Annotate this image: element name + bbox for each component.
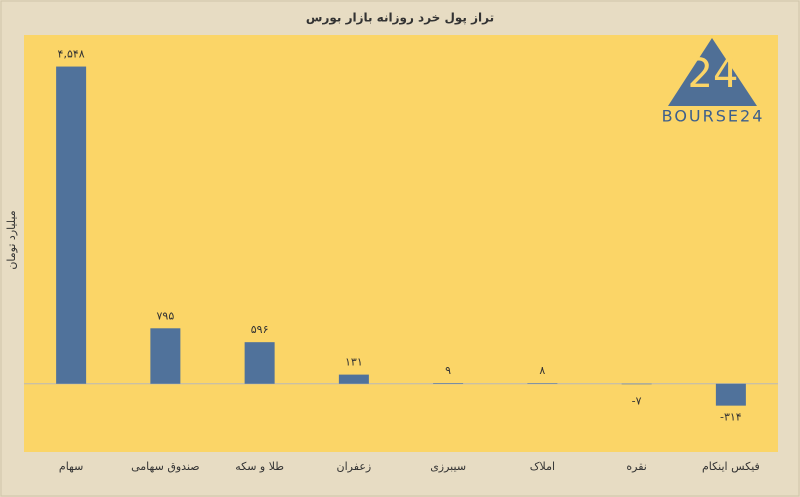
- bar: [56, 66, 87, 384]
- plot-area: [24, 35, 778, 452]
- bar: [715, 383, 746, 406]
- x-tick-label: فیکس اینکام: [702, 460, 760, 473]
- logo-text: BOURSE24: [662, 107, 765, 126]
- x-tick-label: صندوق سهامی: [131, 460, 199, 473]
- value-label: -۳۱۴: [720, 411, 742, 424]
- bar: [150, 328, 181, 384]
- x-tick-label: زعفران: [337, 460, 372, 473]
- logo-number: 24: [688, 51, 739, 97]
- x-tick-label: نقره: [626, 460, 646, 473]
- value-label: ۵۹۶: [251, 323, 269, 336]
- y-axis-label: میلیارد تومان: [5, 210, 18, 269]
- bar: [433, 383, 464, 384]
- logo-triangle: [668, 38, 757, 106]
- value-label: ۸: [539, 364, 545, 377]
- x-tick-label: سیبرزی: [430, 460, 466, 473]
- bar: [338, 374, 369, 384]
- value-label: ۴,۵۴۸: [58, 48, 85, 61]
- chart-title: تراز پول خرد روزانه بازار بورس: [306, 11, 494, 26]
- bar: [244, 342, 275, 384]
- logo: 24 BOURSE24: [662, 38, 765, 126]
- value-label: ۹: [445, 364, 451, 377]
- value-label: ۱۳۱: [345, 356, 363, 369]
- value-label: -۷: [632, 395, 642, 408]
- value-label: ۷۹۵: [157, 309, 175, 322]
- bar: [527, 383, 558, 384]
- x-tick-label: املاک: [530, 460, 555, 473]
- x-tick-label: سهام: [59, 460, 83, 473]
- x-tick-label: طلا و سکه: [235, 460, 284, 473]
- bar: [621, 383, 652, 385]
